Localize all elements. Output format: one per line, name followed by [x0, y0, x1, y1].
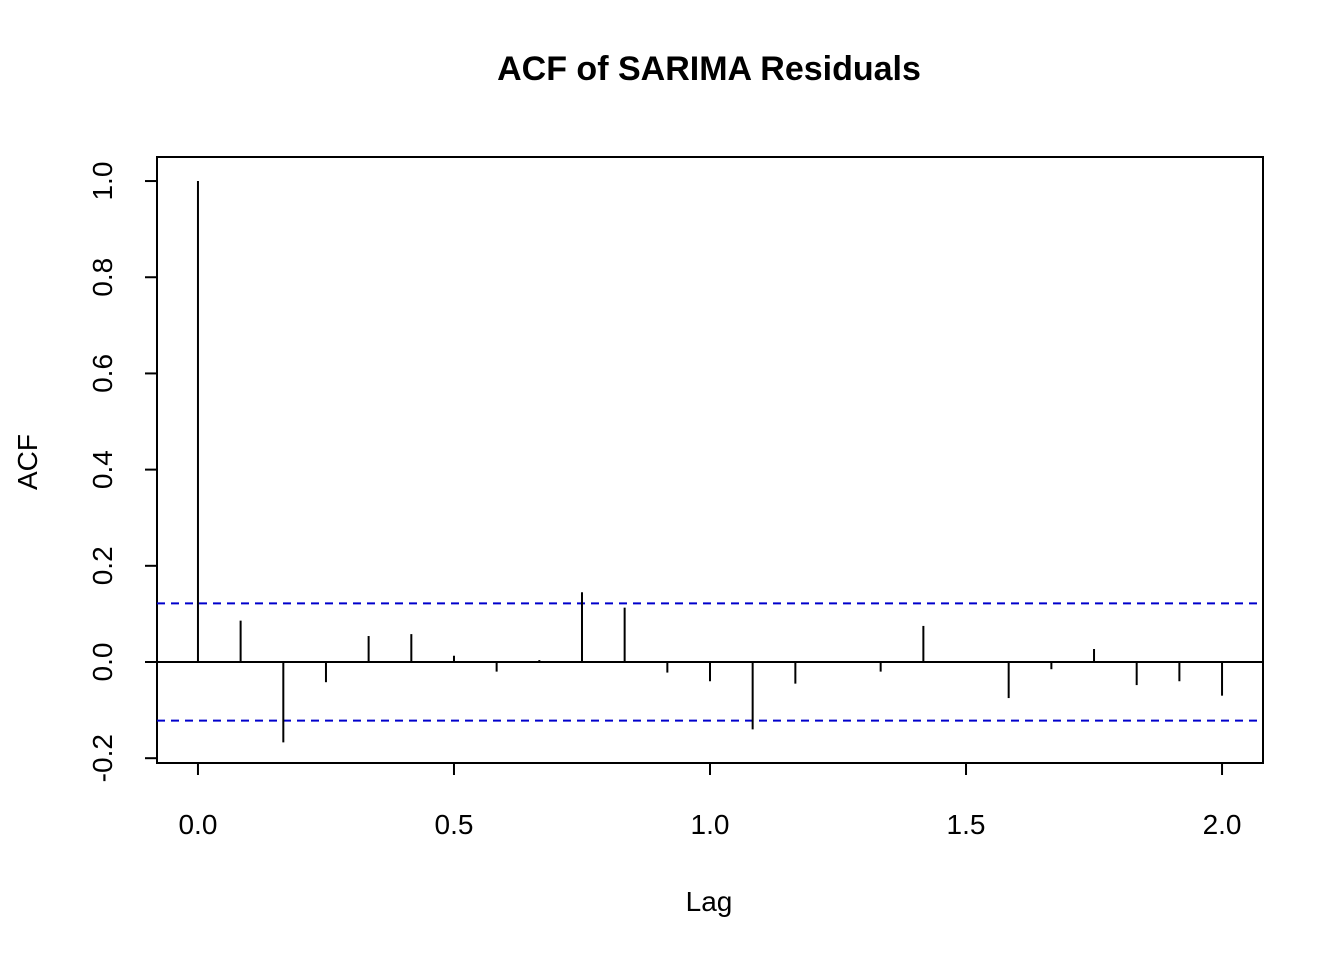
y-axis-label: ACF	[12, 434, 43, 490]
x-axis-label: Lag	[686, 886, 733, 917]
x-tick-label: 2.0	[1203, 809, 1242, 840]
y-tick-label: 0.2	[87, 546, 118, 585]
x-tick-label: 0.0	[178, 809, 217, 840]
y-tick-label: 0.0	[87, 643, 118, 682]
x-tick-label: 1.0	[691, 809, 730, 840]
chart-title: ACF of SARIMA Residuals	[497, 50, 921, 88]
y-tick-label: 0.4	[87, 450, 118, 489]
y-tick-label: 0.8	[87, 258, 118, 297]
y-tick-label: 1.0	[87, 162, 118, 201]
x-tick-label: 1.5	[947, 809, 986, 840]
x-axis: 0.0 0.5 1.0 1.5 2.0	[178, 762, 1242, 840]
y-tick-label: -0.2	[87, 734, 118, 782]
x-tick-label: 0.5	[435, 809, 474, 840]
y-tick-label: 0.6	[87, 354, 118, 393]
y-axis: -0.2 0.0 0.2 0.4 0.6 0.8 1.0	[87, 162, 158, 782]
acf-marks	[157, 181, 1263, 743]
